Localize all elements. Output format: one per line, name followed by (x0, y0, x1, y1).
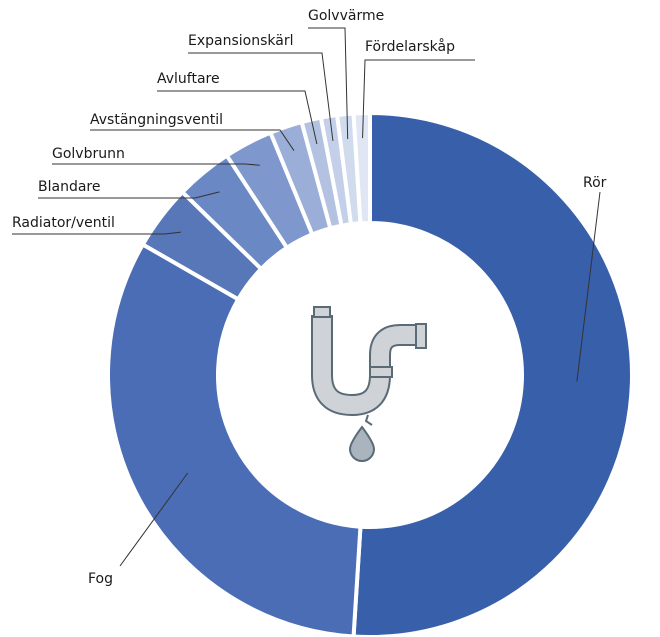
leader-line (90, 129, 295, 151)
slice-label: Fog (88, 571, 113, 587)
donut-slice (351, 110, 372, 226)
leader-line (576, 191, 601, 382)
leader-line (119, 472, 189, 567)
donut-slice (106, 241, 363, 637)
slice-label: Blandare (38, 179, 100, 195)
leader-line (362, 59, 475, 139)
leader-line (12, 231, 181, 235)
slice-label: Expansionskärl (188, 33, 293, 49)
donut-slice (351, 110, 634, 637)
slice-label: Avstängningsventil (90, 112, 223, 128)
center-icon (220, 225, 520, 525)
slice-label: Fördelarskåp (365, 38, 455, 55)
leader-line (38, 191, 220, 199)
slice-label: Golvbrunn (52, 146, 125, 162)
slice-label: Radiator/ventil (12, 215, 115, 231)
slice-label: Avluftare (157, 71, 220, 87)
leader-line (308, 27, 349, 140)
leader-line (188, 52, 334, 141)
slice-label: Golvvärme (308, 8, 384, 24)
leader-line (52, 163, 260, 166)
slice-label: Rör (583, 175, 607, 191)
leader-line (157, 90, 318, 145)
